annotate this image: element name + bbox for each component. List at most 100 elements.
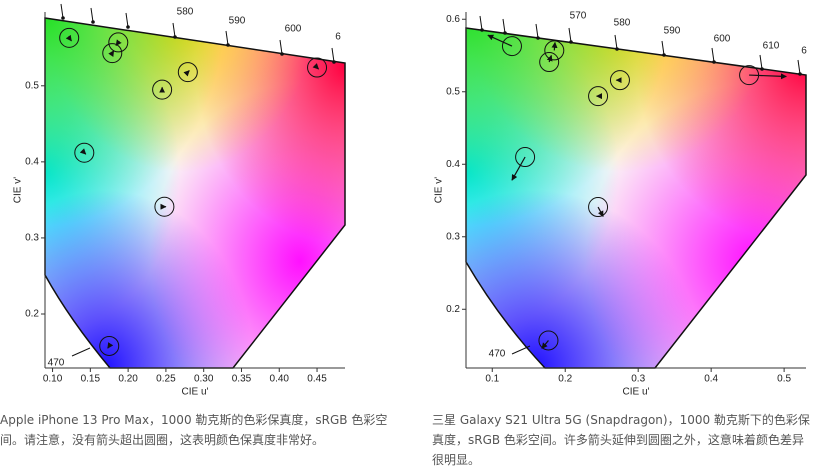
error-arrow [511,156,526,181]
target-circle [152,79,173,100]
locus-dot [760,67,764,71]
target-circle [177,62,198,83]
x-tick-label: 0.30 [194,374,214,385]
locus-dot [662,53,666,57]
target-circle [99,335,120,356]
locus-dot [61,16,65,20]
x-tick-label: 0.1 [485,374,499,385]
locus-tick [711,47,715,63]
error-arrow [312,63,319,70]
wavelength-label: 590 [229,16,246,27]
locus-dot [569,40,573,44]
locus-tick [614,34,618,50]
locus-dot [480,28,484,32]
x-tick-label: 0.20 [118,374,138,385]
y-tick-label: 0.2 [25,309,39,320]
y-tick-label: 0.2 [446,304,460,315]
locus-dot [536,36,540,40]
target-circle [544,40,565,61]
target-circle [588,86,609,107]
wavelength-label: 6 [801,46,807,57]
locus-tick [661,40,665,56]
x-tick-label: 0.10 [43,374,63,385]
wavelength-label: 470 [489,349,506,360]
locus-tick [797,59,801,75]
y-axis-label: CIE v' [13,177,24,203]
target-circle [501,36,522,57]
gamut [45,18,345,368]
target-circle [307,57,328,78]
y-tick-label: 0.5 [25,80,39,91]
locus-dot [280,52,284,56]
x-tick-label: 0.45 [307,374,327,385]
target-circle [74,142,95,163]
wavelength-label: 600 [714,34,731,45]
x-tick-label: 0.35 [232,374,252,385]
wavelength-label: 590 [664,26,681,37]
x-tick-label: 0.4 [704,374,718,385]
target-circle [154,196,175,217]
locus-dot [712,60,716,64]
error-arrow [597,206,604,217]
locus-dot [503,31,507,35]
locus-dot [91,20,95,24]
target-circle [515,147,536,168]
locus-dot [798,72,802,76]
error-arrow [183,70,190,77]
target-circle [102,43,123,64]
y-tick-label: 0.4 [25,156,39,167]
wavelength-label: 580 [177,7,194,18]
locus-tick [568,27,572,43]
y-axis-label: CIE v' [434,177,445,203]
y-tick-label: 0.4 [446,159,460,170]
locus-dot [173,35,177,39]
locus-tick [535,23,539,39]
error-arrow [65,34,72,42]
locus-tick [225,30,229,46]
target-circle [59,27,80,48]
x-axis-label: CIE u' [623,387,650,398]
locus-tick [172,22,176,38]
locus-tick [125,12,129,28]
locus-tick [60,3,64,19]
locus-tick [331,47,335,63]
x-tick-label: 0.3 [631,374,645,385]
error-arrow [487,34,513,47]
y-tick-label: 0.6 [446,14,460,25]
y-tick-label: 0.5 [446,86,460,97]
target-circle [538,330,559,351]
gamut-color [466,28,806,368]
x-tick-label: 0.2 [558,374,572,385]
error-arrow [107,342,114,349]
locus-tick [71,347,91,357]
error-arrow [551,41,558,51]
error-arrow [546,54,553,63]
wavelength-label: 570 [570,11,587,22]
x-tick-label: 0.15 [81,374,101,385]
locus-dot [615,47,619,51]
caption: 三星 Galaxy S21 Ultra 5G (Snapdragon)，1000… [432,413,810,467]
error-arrow [79,148,87,155]
x-tick-label: 0.40 [270,374,290,385]
charts: 580 590 600 6 470 0.10 0.15 0.20 0.25 0.30 0.35 0.4… [13,3,807,398]
caption: Apple iPhone 13 Pro Max，1000 勒克斯的色彩保真度，s… [0,413,388,447]
locus-tick [511,345,531,355]
locus-dot [226,43,230,47]
wavelength-label: 600 [285,24,302,35]
error-arrow [541,340,549,349]
locus-dot [332,60,336,64]
error-arrow [749,73,787,80]
wavelength-label: 470 [48,358,65,369]
y-tick-label: 0.3 [446,231,460,242]
target-circle [609,70,630,91]
gamut [466,28,806,368]
target-circle [108,32,129,53]
locus-tick [90,7,94,23]
wavelength-label: 6 [335,32,341,43]
x-tick-label: 0.25 [156,374,176,385]
y-tick-label: 0.3 [25,233,39,244]
wavelength-label: 580 [614,18,631,29]
error-arrow [115,39,122,46]
x-axis-label: CIE u' [182,387,209,398]
